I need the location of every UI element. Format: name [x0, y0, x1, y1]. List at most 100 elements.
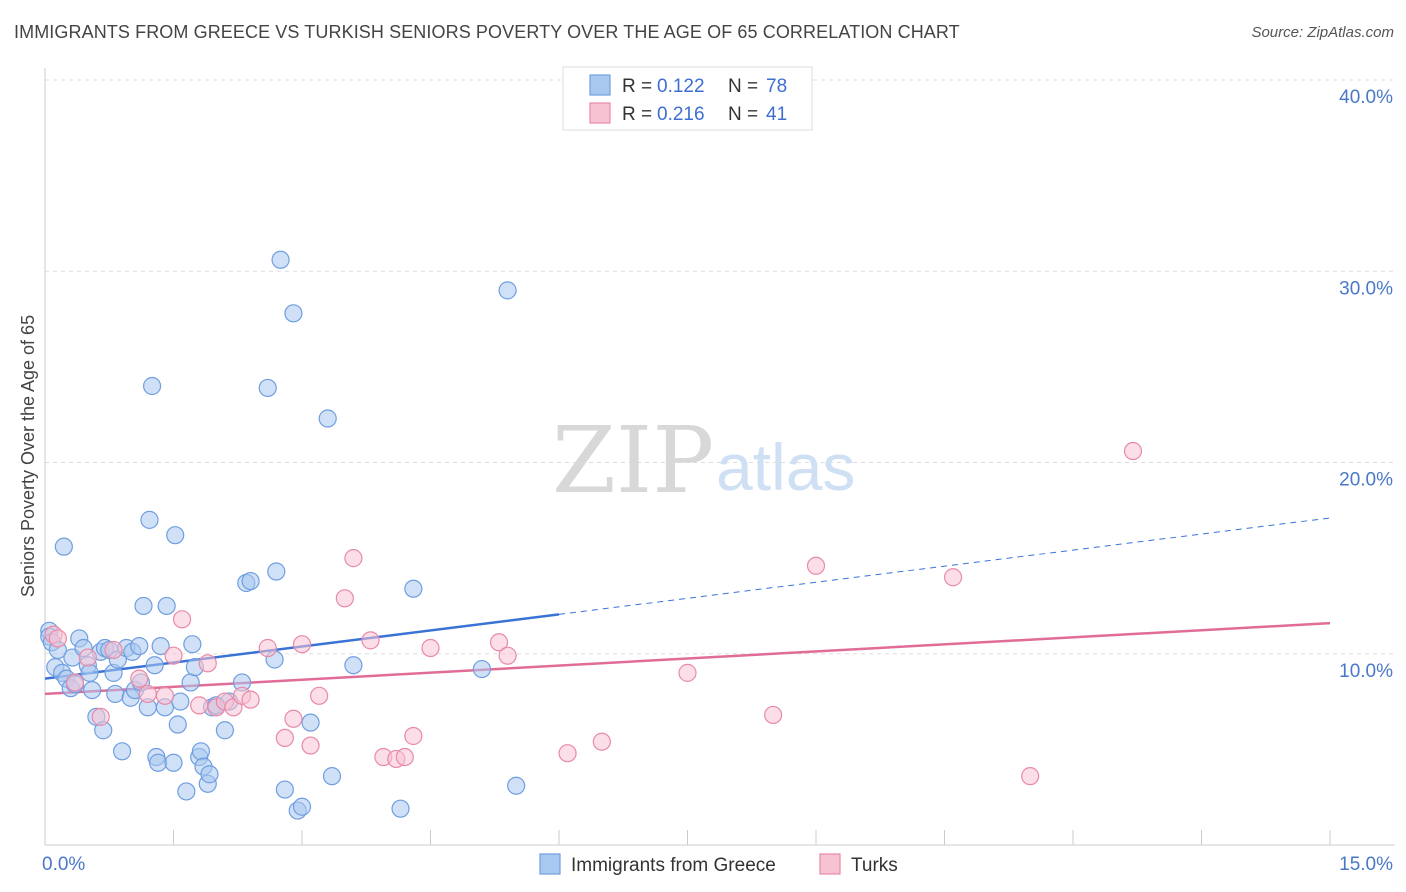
legend-r-label: R = — [622, 104, 652, 125]
point-greece — [157, 596, 176, 616]
y-tick-label: 10.0% — [1339, 661, 1393, 682]
legend-n-value-turks: 41 — [766, 104, 787, 125]
point-turks — [155, 686, 175, 705]
legend-label-turks: Turks — [851, 855, 898, 876]
y-tick-label: 40.0% — [1339, 87, 1393, 108]
point-greece — [241, 571, 260, 591]
point-greece — [191, 742, 211, 761]
trend-line-greece-extension — [558, 517, 1331, 615]
point-turks — [104, 640, 123, 660]
point-turks — [395, 747, 414, 767]
point-turks — [310, 686, 329, 705]
legend-n-label: N = — [728, 104, 758, 125]
legend-r-label: R = — [622, 76, 652, 97]
axes — [44, 68, 1395, 846]
point-turks — [275, 728, 294, 748]
point-greece — [267, 562, 286, 581]
point-greece — [142, 376, 162, 396]
legend: Immigrants from Greece Turks — [539, 853, 898, 876]
point-turks — [241, 690, 260, 709]
point-turks — [489, 633, 509, 652]
point-greece — [181, 673, 200, 692]
point-greece — [112, 742, 132, 761]
data-points — [40, 250, 1143, 820]
legend-n-value-greece: 78 — [766, 76, 787, 97]
point-greece — [344, 656, 363, 675]
point-greece — [183, 635, 202, 654]
point-turks — [258, 638, 277, 658]
point-greece — [151, 636, 170, 656]
point-turks — [65, 673, 85, 692]
legend-swatch-turks — [819, 853, 841, 875]
point-greece — [134, 596, 153, 616]
point-turks — [498, 646, 517, 665]
watermark-atlas: atlas — [716, 430, 855, 504]
point-greece — [301, 713, 320, 732]
point-greece — [200, 765, 219, 784]
point-greece — [322, 767, 342, 786]
point-turks — [678, 663, 697, 682]
point-greece — [318, 409, 337, 428]
point-turks — [190, 696, 209, 715]
point-turks — [138, 684, 157, 704]
watermark-zip: ZIP — [552, 407, 714, 514]
legend-swatch-turks — [589, 102, 611, 124]
legend-n-label: N = — [728, 76, 758, 97]
legend-r-value-turks: 0.216 — [657, 104, 705, 125]
x-tick-label: 0.0% — [42, 854, 85, 875]
legend-r-value-greece: 0.122 — [657, 76, 705, 97]
point-greece — [177, 782, 196, 801]
y-tick-label: 20.0% — [1339, 470, 1393, 491]
point-greece — [168, 715, 187, 734]
point-greece — [404, 579, 423, 598]
point-greece — [472, 659, 491, 679]
point-turks — [335, 589, 354, 608]
source-label: Source: ZipAtlas.com — [1251, 24, 1394, 41]
point-greece — [54, 537, 73, 556]
point-turks — [48, 629, 67, 648]
x-tick-labels: 0.0% 15.0% — [42, 854, 1393, 875]
point-turks — [284, 709, 303, 728]
point-greece — [275, 780, 294, 799]
legend-swatch-greece — [589, 74, 611, 96]
point-turks — [78, 648, 97, 667]
point-greece — [292, 797, 312, 816]
point-greece — [391, 799, 410, 818]
legend-label-greece: Immigrants from Greece — [571, 855, 776, 876]
legend-swatch-greece — [539, 853, 561, 875]
point-greece — [140, 510, 159, 529]
point-greece — [507, 776, 526, 795]
point-turks — [592, 732, 611, 751]
watermark: ZIP atlas — [552, 407, 855, 514]
point-greece — [284, 304, 303, 323]
chart-title: IMMIGRANTS FROM GREECE VS TURKISH SENIOR… — [14, 22, 960, 42]
point-greece — [215, 721, 234, 740]
point-turks — [164, 646, 183, 665]
x-tick-label: 15.0% — [1339, 854, 1393, 875]
point-greece — [498, 281, 517, 300]
point-turks — [301, 736, 320, 755]
point-turks — [130, 669, 149, 688]
point-greece — [258, 378, 277, 398]
y-tick-labels: 10.0% 20.0% 30.0% 40.0% — [1339, 87, 1393, 682]
point-turks — [292, 635, 312, 654]
y-tick-label: 30.0% — [1339, 278, 1393, 299]
point-turks — [198, 654, 217, 673]
point-turks — [1021, 767, 1040, 786]
point-turks — [943, 568, 963, 587]
trend-line-turks — [44, 621, 1331, 696]
point-greece — [171, 692, 190, 711]
point-turks — [172, 610, 192, 629]
point-greece — [145, 656, 164, 675]
point-turks — [404, 726, 423, 746]
point-greece — [166, 526, 185, 545]
grid — [45, 79, 1395, 655]
point-turks — [1123, 441, 1143, 461]
point-greece — [80, 663, 99, 682]
point-turks — [558, 744, 577, 763]
legend-stats: R = 0.122 N = 78 R = 0.216 N = 41 — [562, 66, 813, 131]
point-greece — [130, 636, 149, 656]
point-greece — [148, 753, 168, 772]
y-axis-label: Seniors Poverty Over the Age of 65 — [18, 315, 38, 597]
